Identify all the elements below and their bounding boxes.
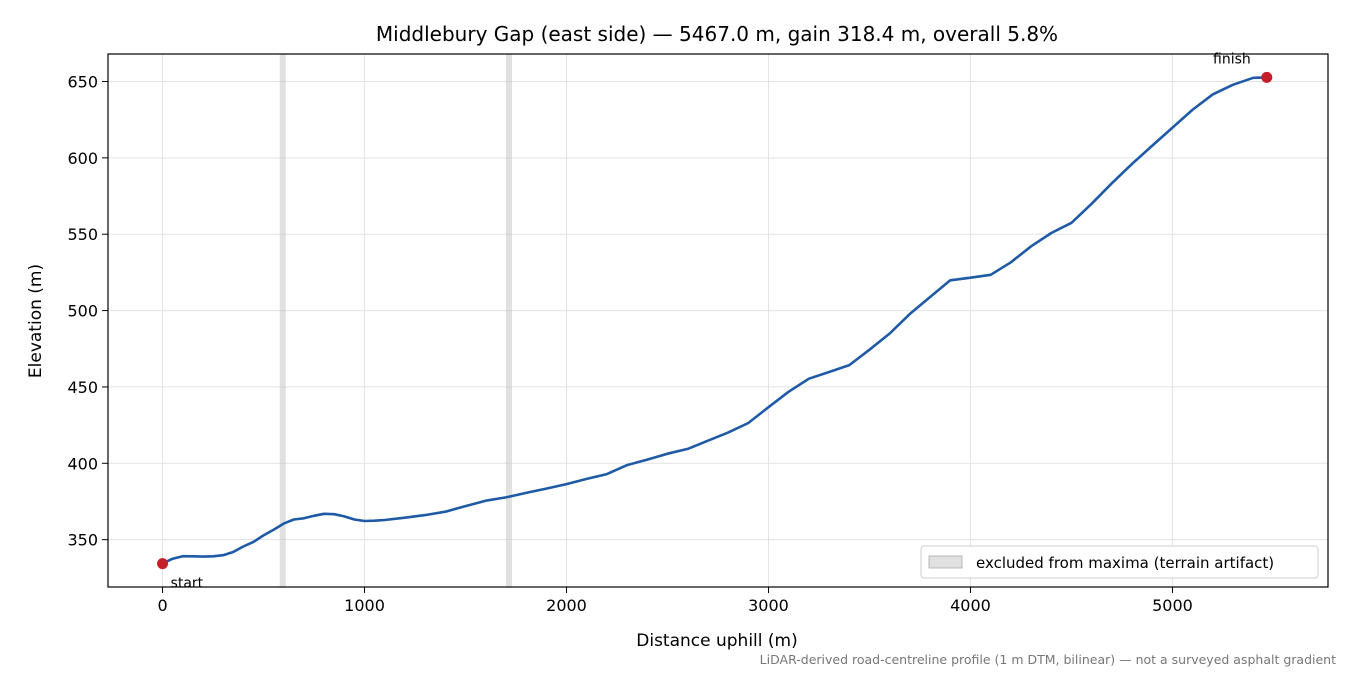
- x-tick-label-4: 4000: [950, 596, 991, 615]
- y-tick-label-4: 550: [67, 225, 98, 244]
- x-tick-label-0: 0: [157, 596, 167, 615]
- excluded-band-1: [505, 54, 512, 587]
- legend-box: [920, 545, 1319, 579]
- chart-title: Middlebury Gap (east side) — 5467.0 m, g…: [376, 22, 1058, 46]
- legend-label-excluded: excluded from maxima (terrain artifact): [976, 554, 1274, 572]
- endpoint-markers: start finish: [157, 51, 1273, 592]
- excluded-bands: [279, 54, 512, 587]
- series-line-0: [161, 76, 1269, 565]
- legend: excluded from maxima (terrain artifact): [920, 545, 1319, 579]
- axis-ticks: 0 1000 2000 3000 4000 5000 350 400 450 500 550 600 6…: [67, 72, 1192, 615]
- y-axis-label: Elevation (m): [26, 264, 46, 378]
- legend-swatch-excluded: [928, 555, 963, 569]
- x-tick-label-5: 5000: [1152, 596, 1193, 615]
- marker-label-start: start: [171, 576, 204, 592]
- grid: [108, 54, 1328, 587]
- y-tick-label-3: 500: [67, 302, 98, 321]
- marker-start: [157, 558, 169, 570]
- y-tick-label-5: 600: [67, 149, 98, 168]
- y-tick-label-6: 650: [67, 72, 98, 91]
- y-tick-label-2: 450: [67, 378, 98, 397]
- y-tick-label-1: 400: [67, 454, 98, 473]
- marker-finish: [1261, 71, 1273, 83]
- x-tick-label-2: 2000: [546, 596, 587, 615]
- plot-area-frame: [107, 53, 1329, 588]
- x-tick-label-1: 1000: [344, 596, 385, 615]
- footnote: LiDAR-derived road-centreline profile (1…: [760, 652, 1336, 667]
- x-tick-label-3: 3000: [748, 596, 789, 615]
- marker-label-finish: finish: [1213, 51, 1251, 67]
- x-axis-label: Distance uphill (m): [636, 631, 797, 651]
- series-line-group: [161, 76, 1269, 565]
- excluded-band-0: [279, 54, 286, 587]
- y-tick-label-0: 350: [67, 531, 98, 550]
